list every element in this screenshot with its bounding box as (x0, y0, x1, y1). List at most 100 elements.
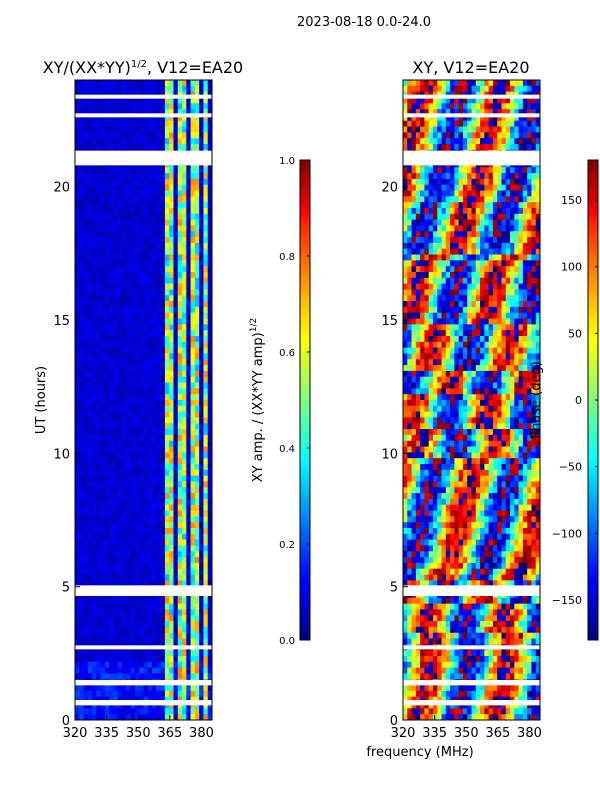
heatmap-cell (83, 702, 89, 709)
heatmap-cell (152, 452, 157, 459)
heatmap-cell (190, 714, 196, 720)
heatmap-cell (92, 167, 98, 174)
heatmap-cell (497, 208, 503, 215)
heatmap-cell (87, 522, 93, 529)
heatmap-cell (87, 353, 93, 360)
heatmap-cell (134, 632, 140, 640)
heatmap-cell (122, 260, 127, 267)
heatmap-cell (152, 405, 157, 413)
heatmap-cell (207, 347, 212, 355)
heatmap-cell (83, 673, 89, 680)
heatmap-cell (113, 365, 119, 372)
heatmap-cell (492, 237, 498, 244)
heatmap-cell (488, 109, 494, 116)
heatmap-cell (462, 109, 468, 116)
heatmap-cell (428, 254, 434, 261)
heatmap-cell (190, 231, 196, 238)
heatmap-cell (134, 173, 140, 180)
heatmap-cell (96, 626, 102, 634)
heatmap-cell (87, 248, 93, 256)
heatmap-cell (83, 178, 89, 186)
heatmap-cell (143, 173, 149, 180)
heatmap-cell (79, 109, 85, 116)
heatmap-cell (203, 330, 209, 337)
heatmap-cell (522, 167, 528, 174)
heatmap-cell (182, 545, 187, 552)
heatmap-cell (462, 103, 468, 110)
heatmap-cell (471, 289, 477, 296)
heatmap-cell (130, 260, 136, 267)
heatmap-cell (160, 568, 166, 576)
heatmap-cell (484, 225, 490, 232)
heatmap-cell (160, 446, 166, 453)
heatmap-cell (100, 440, 106, 448)
heatmap-cell (518, 301, 524, 308)
heatmap-cell (139, 144, 145, 151)
heatmap-cell (130, 440, 136, 448)
heatmap-cell (147, 80, 153, 87)
heatmap-cell (518, 225, 524, 232)
heatmap-cell (454, 318, 460, 325)
heatmap-cell (104, 382, 110, 389)
heatmap-cell (134, 353, 140, 360)
heatmap-cell (484, 301, 490, 308)
heatmap-cell (501, 132, 507, 139)
heatmap-cell (462, 301, 468, 308)
heatmap-cell (190, 487, 196, 494)
heatmap-cell (527, 318, 533, 325)
heatmap-cell (173, 528, 179, 535)
heatmap-cell (96, 458, 102, 465)
heatmap-cell (113, 103, 119, 110)
heatmap-cell (497, 237, 503, 244)
heatmap-cell (109, 144, 115, 151)
heatmap-cell (122, 103, 127, 110)
heatmap-cell (411, 213, 417, 221)
heatmap-cell (510, 277, 515, 285)
heatmap-cell (75, 702, 80, 709)
heatmap-cell (467, 266, 473, 273)
heatmap-cell (471, 120, 477, 128)
heatmap-cell (428, 266, 434, 273)
heatmap-cell (152, 516, 157, 523)
heatmap-cell (403, 190, 408, 197)
heatmap-cell (467, 301, 473, 308)
heatmap-cell (403, 330, 408, 337)
heatmap-cell (458, 114, 464, 122)
heatmap-cell (454, 225, 460, 232)
heatmap-cell (441, 295, 447, 302)
heatmap-cell (420, 225, 426, 232)
heatmap-cell (420, 318, 426, 325)
heatmap-cell (177, 85, 183, 93)
heatmap-cell (505, 97, 511, 104)
heatmap-cell (92, 638, 98, 645)
heatmap-cell (207, 306, 212, 314)
heatmap-cell (160, 324, 166, 331)
heatmap-cell (75, 114, 80, 122)
heatmap-cell (83, 85, 89, 93)
heatmap-cell (147, 702, 153, 709)
heatmap-cell (87, 638, 93, 645)
heatmap-cell (173, 475, 179, 483)
heatmap-cell (203, 254, 209, 261)
heatmap-cell (177, 580, 183, 587)
heatmap-cell (87, 498, 93, 506)
heatmap-cell (113, 469, 119, 477)
heatmap-cell (428, 295, 434, 302)
heatmap-cell (156, 685, 162, 692)
heatmap-cell (156, 382, 162, 389)
heatmap-cell (160, 539, 166, 547)
heatmap-cell (143, 510, 149, 517)
heatmap-cell (199, 528, 205, 535)
heatmap-cell (96, 347, 102, 355)
heatmap-cell (96, 365, 102, 372)
heatmap-cell (160, 626, 166, 634)
heatmap-cell (467, 144, 473, 151)
heatmap-cell (424, 80, 430, 87)
heatmap-cell (182, 626, 187, 634)
heatmap-cell (100, 324, 106, 331)
heatmap-cell (143, 225, 149, 232)
heatmap-cell (92, 533, 98, 541)
heatmap-cell (87, 283, 93, 291)
heatmap-cell (109, 347, 115, 355)
heatmap-cell (100, 301, 106, 308)
